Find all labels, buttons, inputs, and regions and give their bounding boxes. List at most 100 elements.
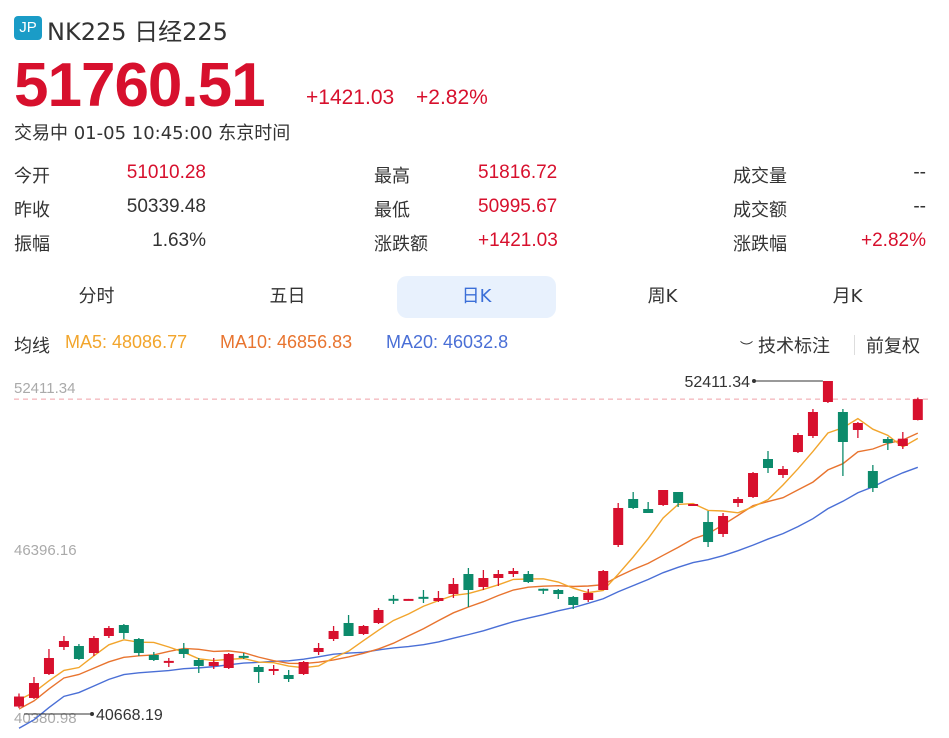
tab-monthly-k[interactable]: 月K	[832, 286, 863, 307]
candle-up	[163, 660, 174, 663]
adjust-mode-button[interactable]: 前复权	[866, 336, 920, 356]
candle-up	[14, 696, 24, 707]
candle-down	[882, 439, 893, 443]
candle-down	[643, 508, 654, 514]
y-tick-label: 52411.34	[14, 380, 75, 397]
candle-down	[703, 521, 714, 543]
stat-label: 涨跌额	[374, 234, 428, 255]
candle-up	[852, 423, 863, 430]
candle-up	[613, 507, 624, 545]
stat-value: 51010.28	[126, 162, 206, 183]
candle-up	[598, 571, 609, 590]
candle-up	[223, 653, 234, 668]
candle-down	[118, 624, 129, 633]
stat-value: --	[913, 196, 926, 217]
index-title: NK225 日经225	[47, 18, 228, 46]
candle-up	[792, 435, 803, 453]
candle-down	[148, 654, 159, 661]
current-price: 51760.51	[14, 51, 266, 120]
candle-up	[373, 609, 384, 623]
candle-up	[268, 668, 279, 671]
eye-closed-icon: ︶	[740, 340, 754, 355]
stat-label: 涨跌幅	[733, 234, 787, 255]
candle-down	[388, 598, 399, 601]
candle-up	[58, 640, 69, 647]
candle-down	[178, 649, 189, 654]
y-tick-label: 40380.98	[14, 710, 77, 727]
candle-up	[912, 399, 923, 421]
stat-value: +2.82%	[861, 230, 926, 251]
candle-down	[538, 588, 549, 591]
candle-up	[28, 683, 39, 698]
stat-label: 最高	[374, 166, 410, 187]
ma5-value: MA5: 48086.77	[65, 332, 188, 352]
ma20-value: MA20: 46032.8	[386, 332, 509, 352]
kline-chart[interactable]: 52411.34 46396.16 40380.98 52411.34 40668.19	[0, 360, 949, 738]
min-price-label: 40668.19	[96, 707, 163, 724]
tech-annotation-label: 技术标注	[758, 336, 831, 356]
stat-value: +1421.03	[478, 230, 558, 251]
candle-up	[897, 438, 908, 447]
stat-label: 今开	[14, 166, 50, 187]
candle-down	[568, 596, 579, 606]
y-tick-label: 46396.16	[14, 542, 77, 559]
candle-down	[837, 412, 848, 442]
tab-daily-k[interactable]: 日K	[397, 276, 556, 318]
candle-down	[763, 459, 773, 469]
divider	[854, 335, 855, 355]
ma20-line	[18, 466, 919, 729]
candle-down	[193, 660, 204, 666]
candle-down	[418, 596, 429, 599]
candle-down	[343, 622, 354, 636]
candle-up	[777, 469, 788, 475]
candle-up	[328, 630, 339, 640]
candle-up	[208, 662, 219, 666]
stat-value: 1.63%	[152, 230, 206, 251]
trading-status-time: 交易中 01-05 10:45:00 东京时间	[14, 123, 291, 144]
price-change-pct: +2.82%	[416, 86, 488, 109]
candle-up	[658, 489, 669, 506]
candle-up	[508, 571, 519, 575]
candle-down	[463, 574, 474, 590]
max-price-label: 52411.34	[684, 374, 750, 391]
candle-up	[448, 583, 459, 595]
candle-up	[688, 504, 699, 507]
candle-up	[313, 647, 324, 653]
max-dot	[752, 379, 756, 383]
candle-up	[103, 628, 114, 636]
candle-down	[238, 655, 249, 658]
stat-value: 50995.67	[478, 196, 558, 217]
stat-value: --	[913, 162, 926, 183]
candle-up	[583, 593, 594, 600]
candle-up	[718, 516, 729, 534]
candle-down	[253, 666, 264, 673]
stat-label: 成交量	[733, 166, 787, 187]
stat-label: 昨收	[14, 200, 50, 221]
stat-value: 51816.72	[478, 162, 558, 183]
tech-annotation-button[interactable]: ︶ 技术标注	[740, 332, 830, 358]
stat-label: 振幅	[14, 234, 50, 255]
market-badge: JP	[14, 16, 42, 40]
tab-weekly-k[interactable]: 周K	[647, 286, 678, 307]
ma-legend-label: 均线	[14, 336, 50, 356]
candle-down	[628, 498, 639, 508]
candle-up	[433, 597, 444, 601]
candle-up	[358, 626, 369, 634]
candle-down	[553, 589, 564, 595]
candle-down	[133, 639, 144, 654]
price-change: +1421.03	[306, 86, 395, 109]
min-dot	[90, 712, 94, 717]
ma10-value: MA10: 46856.83	[220, 332, 353, 352]
candle-up	[822, 381, 833, 403]
candle-up	[478, 577, 489, 587]
candle-up	[493, 574, 504, 578]
candle-up	[403, 598, 414, 601]
stat-value: 50339.48	[126, 196, 206, 217]
candle-up	[807, 412, 818, 437]
stat-label: 最低	[374, 200, 410, 221]
tab-five-day[interactable]: 五日	[269, 286, 306, 307]
candle-down	[867, 471, 878, 488]
tab-intraday[interactable]: 分时	[78, 286, 115, 307]
candle-up	[88, 638, 99, 654]
candle-down	[283, 675, 294, 679]
